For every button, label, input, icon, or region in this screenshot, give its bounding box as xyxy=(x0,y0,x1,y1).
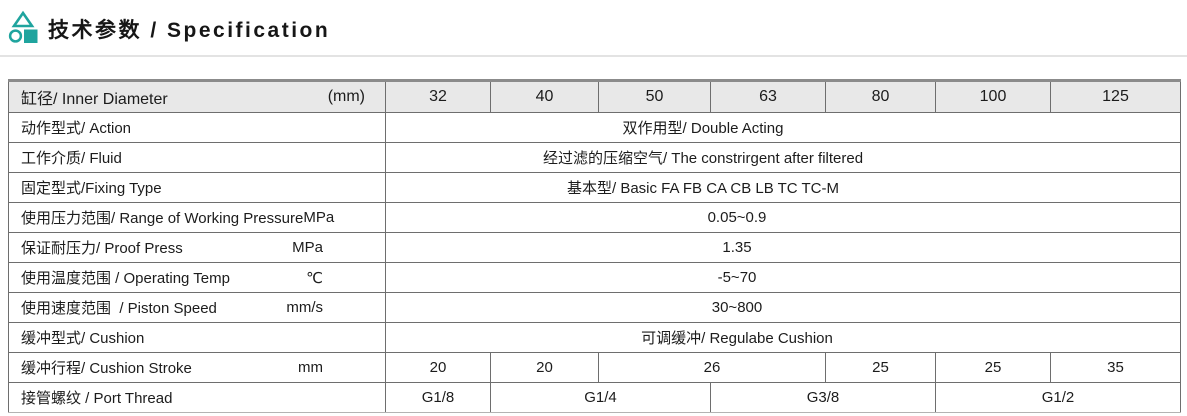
spec-value-cell: G1/2 xyxy=(935,382,1181,413)
spec-table-row: 缓冲行程/ Cushion Stroke mm 20 20 26 25 25 35 xyxy=(8,352,1181,383)
spec-row-label-cell: 使用速度范围 / Piston Speed mm/s xyxy=(8,292,386,323)
spec-value-cell: 30~800 xyxy=(385,292,1181,323)
spec-value-cell: 20 xyxy=(385,352,491,383)
spec-table-row: 缓冲型式/ Cushion 可调缓冲/ Regulabe Cushion xyxy=(8,322,1181,353)
spec-row-label-cell: 保证耐压力/ Proof Press MPa xyxy=(8,232,386,263)
row-label: 使用温度范围 / Operating Temp xyxy=(21,270,230,287)
row-unit: MPa xyxy=(303,209,335,226)
diameter-header-cell: 50 xyxy=(598,80,711,113)
spec-table-row: 固定型式/Fixing Type 基本型/ Basic FA FB CA CB L… xyxy=(8,172,1181,203)
specification-table: 缸径/ Inner Diameter (mm) 32 40 50 63 80 100 125 动作… xyxy=(8,79,1181,413)
spec-value-cell: 20 xyxy=(490,352,599,383)
spec-value-cell: G1/4 xyxy=(490,382,711,413)
spec-value-cell: 0.05~0.9 xyxy=(385,202,1181,233)
spec-table-row: 使用温度范围 / Operating Temp ℃ -5~70 xyxy=(8,262,1181,293)
spec-value-cell: 26 xyxy=(598,352,826,383)
diameter-header-cell: 125 xyxy=(1050,80,1181,113)
spec-table-row: 使用压力范围/ Range of Working Pressure MPa 0.05… xyxy=(8,202,1181,233)
row-unit: MPa xyxy=(292,239,323,256)
diameter-header-cell: 63 xyxy=(710,80,826,113)
spec-value-cell: 双作用型/ Double Acting xyxy=(385,112,1181,143)
spec-row-label-cell: 固定型式/Fixing Type xyxy=(8,172,386,203)
spec-table-row: 保证耐压力/ Proof Press MPa 1.35 xyxy=(8,232,1181,263)
spec-value-cell: 经过滤的压缩空气/ The constrirgent after filtere… xyxy=(385,142,1181,173)
row-unit: ℃ xyxy=(306,269,323,287)
row-unit: mm/s xyxy=(286,299,323,316)
row-label: 工作介质/ Fluid xyxy=(21,150,122,167)
spec-table-row: 动作型式/ Action 双作用型/ Double Acting xyxy=(8,112,1181,143)
spec-value-cell: 基本型/ Basic FA FB CA CB LB TC TC-M xyxy=(385,172,1181,203)
spec-table-row: 接管螺纹 / Port Thread G1/8 G1/4 G3/8 G1/2 xyxy=(8,382,1181,413)
row-label: 使用速度范围 / Piston Speed xyxy=(21,300,217,317)
row-label: 缓冲行程/ Cushion Stroke xyxy=(21,360,192,377)
row-label: 使用压力范围/ Range of Working Pressure xyxy=(21,210,304,227)
spec-value-cell: -5~70 xyxy=(385,262,1181,293)
spec-value-cell: G1/8 xyxy=(385,382,491,413)
spec-value-cell: G3/8 xyxy=(710,382,936,413)
diameter-header-cell: 32 xyxy=(385,80,491,113)
diameter-header-row: 缸径/ Inner Diameter (mm) 32 40 50 63 80 100 125 xyxy=(8,80,1181,113)
spec-row-label-cell: 使用温度范围 / Operating Temp ℃ xyxy=(8,262,386,293)
spec-table-row: 工作介质/ Fluid 经过滤的压缩空气/ The constrirgent af… xyxy=(8,142,1181,173)
row-label: 接管螺纹 / Port Thread xyxy=(21,390,173,407)
title-separator-line xyxy=(0,55,1187,57)
spec-value-cell: 可调缓冲/ Regulabe Cushion xyxy=(385,322,1181,353)
spec-row-label-cell: 缓冲型式/ Cushion xyxy=(8,322,386,353)
spec-table-row: 使用速度范围 / Piston Speed mm/s 30~800 xyxy=(8,292,1181,323)
row-label: 固定型式/Fixing Type xyxy=(21,180,162,197)
page-title: 技术参数 / Specification xyxy=(48,19,331,42)
row-label: 缸径/ Inner Diameter xyxy=(21,91,168,108)
row-label: 动作型式/ Action xyxy=(21,120,132,137)
spec-row-label-cell: 缓冲行程/ Cushion Stroke mm xyxy=(8,352,386,383)
row-label: 缓冲型式/ Cushion xyxy=(21,330,145,347)
row-label: 保证耐压力/ Proof Press xyxy=(21,240,183,257)
spec-value-cell: 25 xyxy=(935,352,1051,383)
spec-row-label-cell: 缸径/ Inner Diameter (mm) xyxy=(8,80,386,113)
spec-row-label-cell: 动作型式/ Action xyxy=(8,112,386,143)
spec-value-cell: 25 xyxy=(825,352,936,383)
triangle-circle-square-logo-icon xyxy=(8,10,38,43)
spec-value-cell: 35 xyxy=(1050,352,1181,383)
row-unit: mm xyxy=(298,359,323,376)
title-bar: 技术参数 / Specification xyxy=(8,8,330,46)
row-unit: (mm) xyxy=(327,88,365,105)
spec-row-label-cell: 接管螺纹 / Port Thread xyxy=(8,382,386,413)
spec-value-cell: 1.35 xyxy=(385,232,1181,263)
diameter-header-cell: 80 xyxy=(825,80,936,113)
spec-row-label-cell: 工作介质/ Fluid xyxy=(8,142,386,173)
diameter-header-cell: 100 xyxy=(935,80,1051,113)
spec-row-label-cell: 使用压力范围/ Range of Working Pressure MPa xyxy=(8,202,386,233)
diameter-header-cell: 40 xyxy=(490,80,599,113)
